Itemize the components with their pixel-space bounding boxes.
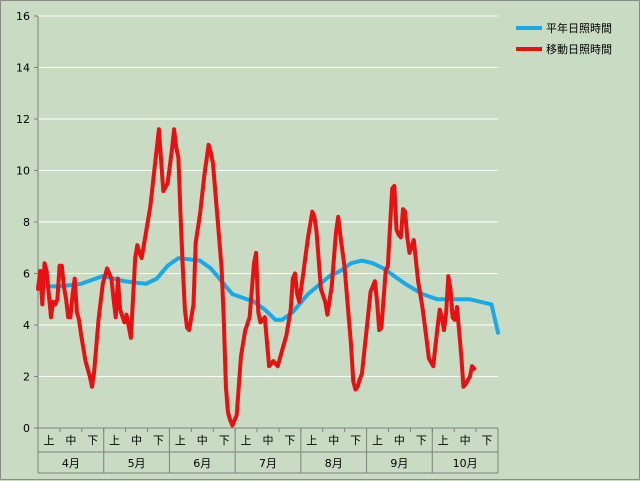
y-tick-label: 16: [16, 10, 30, 23]
x-decade-label: 中: [131, 434, 142, 447]
x-month-label: 10月: [453, 457, 478, 470]
y-tick-label: 4: [23, 319, 30, 332]
x-decade-label: 上: [241, 434, 252, 447]
x-decade-label: 上: [109, 434, 120, 447]
x-month-label: 9月: [390, 457, 408, 470]
y-tick-label: 0: [23, 422, 30, 435]
x-decade-label: 下: [350, 434, 361, 447]
y-tick-label: 12: [16, 113, 30, 126]
x-decade-label: 中: [263, 434, 274, 447]
x-month-label: 6月: [193, 457, 211, 470]
x-axis: 上中下4月上中下5月上中下6月上中下7月上中下8月上中下9月上中下10月: [37, 16, 499, 474]
series-line-0: [36, 256, 500, 335]
x-decade-label: 上: [372, 434, 383, 447]
x-month-label: 7月: [259, 457, 277, 470]
series-line-1: [36, 127, 477, 428]
x-decade-label: 下: [87, 434, 98, 447]
y-tick-label: 6: [23, 268, 30, 281]
x-decade-label: 中: [460, 434, 471, 447]
x-decade-label: 中: [394, 434, 405, 447]
x-decade-label: 下: [284, 434, 295, 447]
x-decade-label: 上: [306, 434, 317, 447]
x-decade-label: 中: [197, 434, 208, 447]
series-lines: [36, 127, 500, 428]
x-decade-label: 上: [438, 434, 449, 447]
y-tick-label: 2: [23, 371, 30, 384]
x-decade-label: 上: [175, 434, 186, 447]
x-month-label: 4月: [62, 457, 80, 470]
x-decade-label: 下: [153, 434, 164, 447]
x-month-label: 8月: [325, 457, 343, 470]
x-decade-label: 上: [43, 434, 54, 447]
legend-label-0: 平年日照時間: [546, 21, 612, 35]
x-decade-label: 下: [219, 434, 230, 447]
x-decade-label: 下: [416, 434, 427, 447]
legend-label-1: 移動日照時間: [546, 42, 612, 56]
x-decade-label: 中: [65, 434, 76, 447]
y-tick-label: 14: [16, 62, 30, 75]
y-tick-label: 8: [23, 216, 30, 229]
y-axis-ticks: 0 2 4 6 8 10 12 14 16: [16, 10, 38, 435]
x-month-label: 5月: [128, 457, 146, 470]
x-decade-label: 中: [328, 434, 339, 447]
x-decade-label: 下: [482, 434, 493, 447]
y-tick-label: 10: [16, 165, 30, 178]
